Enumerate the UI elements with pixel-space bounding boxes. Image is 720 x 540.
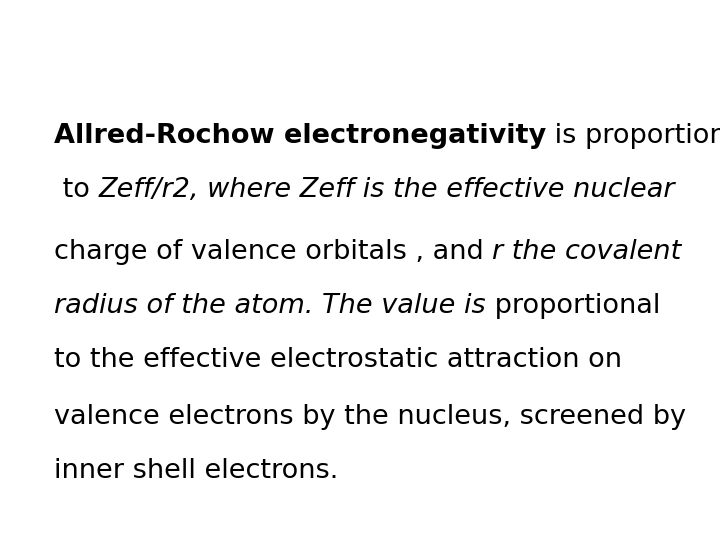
Text: valence electrons by the nucleus, screened by: valence electrons by the nucleus, screen…	[54, 404, 686, 430]
Text: r the covalent: r the covalent	[492, 239, 682, 265]
Text: Zeff/r2, where Zeff is the effective nuclear: Zeff/r2, where Zeff is the effective nuc…	[99, 177, 675, 203]
Text: to: to	[54, 177, 99, 203]
Text: is proportional: is proportional	[546, 123, 720, 149]
Text: Allred-Rochow electronegativity: Allred-Rochow electronegativity	[54, 123, 546, 149]
Text: inner shell electrons.: inner shell electrons.	[54, 458, 338, 484]
Text: proportional: proportional	[485, 293, 660, 319]
Text: to the effective electrostatic attraction on: to the effective electrostatic attractio…	[54, 347, 622, 373]
Text: charge of valence orbitals , and: charge of valence orbitals , and	[54, 239, 492, 265]
Text: radius of the atom. The value is: radius of the atom. The value is	[54, 293, 485, 319]
